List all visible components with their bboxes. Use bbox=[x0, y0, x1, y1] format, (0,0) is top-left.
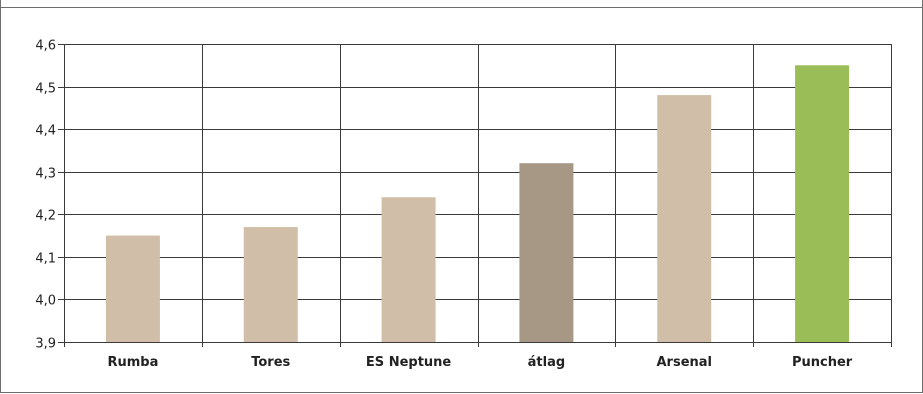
bar-1 bbox=[243, 227, 298, 342]
bars-layer bbox=[105, 65, 850, 343]
grid-layer bbox=[58, 44, 892, 347]
y-axis-ticks: 3,9 4,0 4,1 4,2 4,3 4,4 4,5 4,6 bbox=[35, 39, 56, 352]
y-tick-label: 4,6 bbox=[35, 39, 56, 54]
y-tick-label: 4,3 bbox=[35, 167, 56, 182]
y-tick-label: 4,0 bbox=[35, 294, 56, 309]
bar-0 bbox=[105, 235, 160, 342]
x-tick-label: ES Neptune bbox=[366, 355, 451, 370]
top-rule bbox=[0, 7, 923, 8]
y-tick-label: 3,9 bbox=[35, 337, 56, 352]
x-tick-label: Puncher bbox=[792, 355, 853, 370]
y-tick-label: 4,1 bbox=[35, 252, 56, 267]
y-tick-label: 4,4 bbox=[35, 124, 56, 139]
x-axis-ticks: Rumba Tores ES Neptune átlag Arsenal Puncher bbox=[107, 355, 852, 370]
x-tick-label: Tores bbox=[251, 355, 290, 370]
bar-4 bbox=[657, 95, 712, 342]
bar-2 bbox=[381, 197, 436, 342]
x-tick-label: Rumba bbox=[107, 355, 158, 370]
y-tick-label: 4,5 bbox=[35, 82, 56, 97]
x-tick-label: átlag bbox=[528, 355, 566, 370]
y-tick-label: 4,2 bbox=[35, 209, 56, 224]
bar-5 bbox=[795, 65, 850, 343]
bar-3 bbox=[519, 163, 574, 342]
x-tick-label: Arsenal bbox=[656, 355, 712, 370]
